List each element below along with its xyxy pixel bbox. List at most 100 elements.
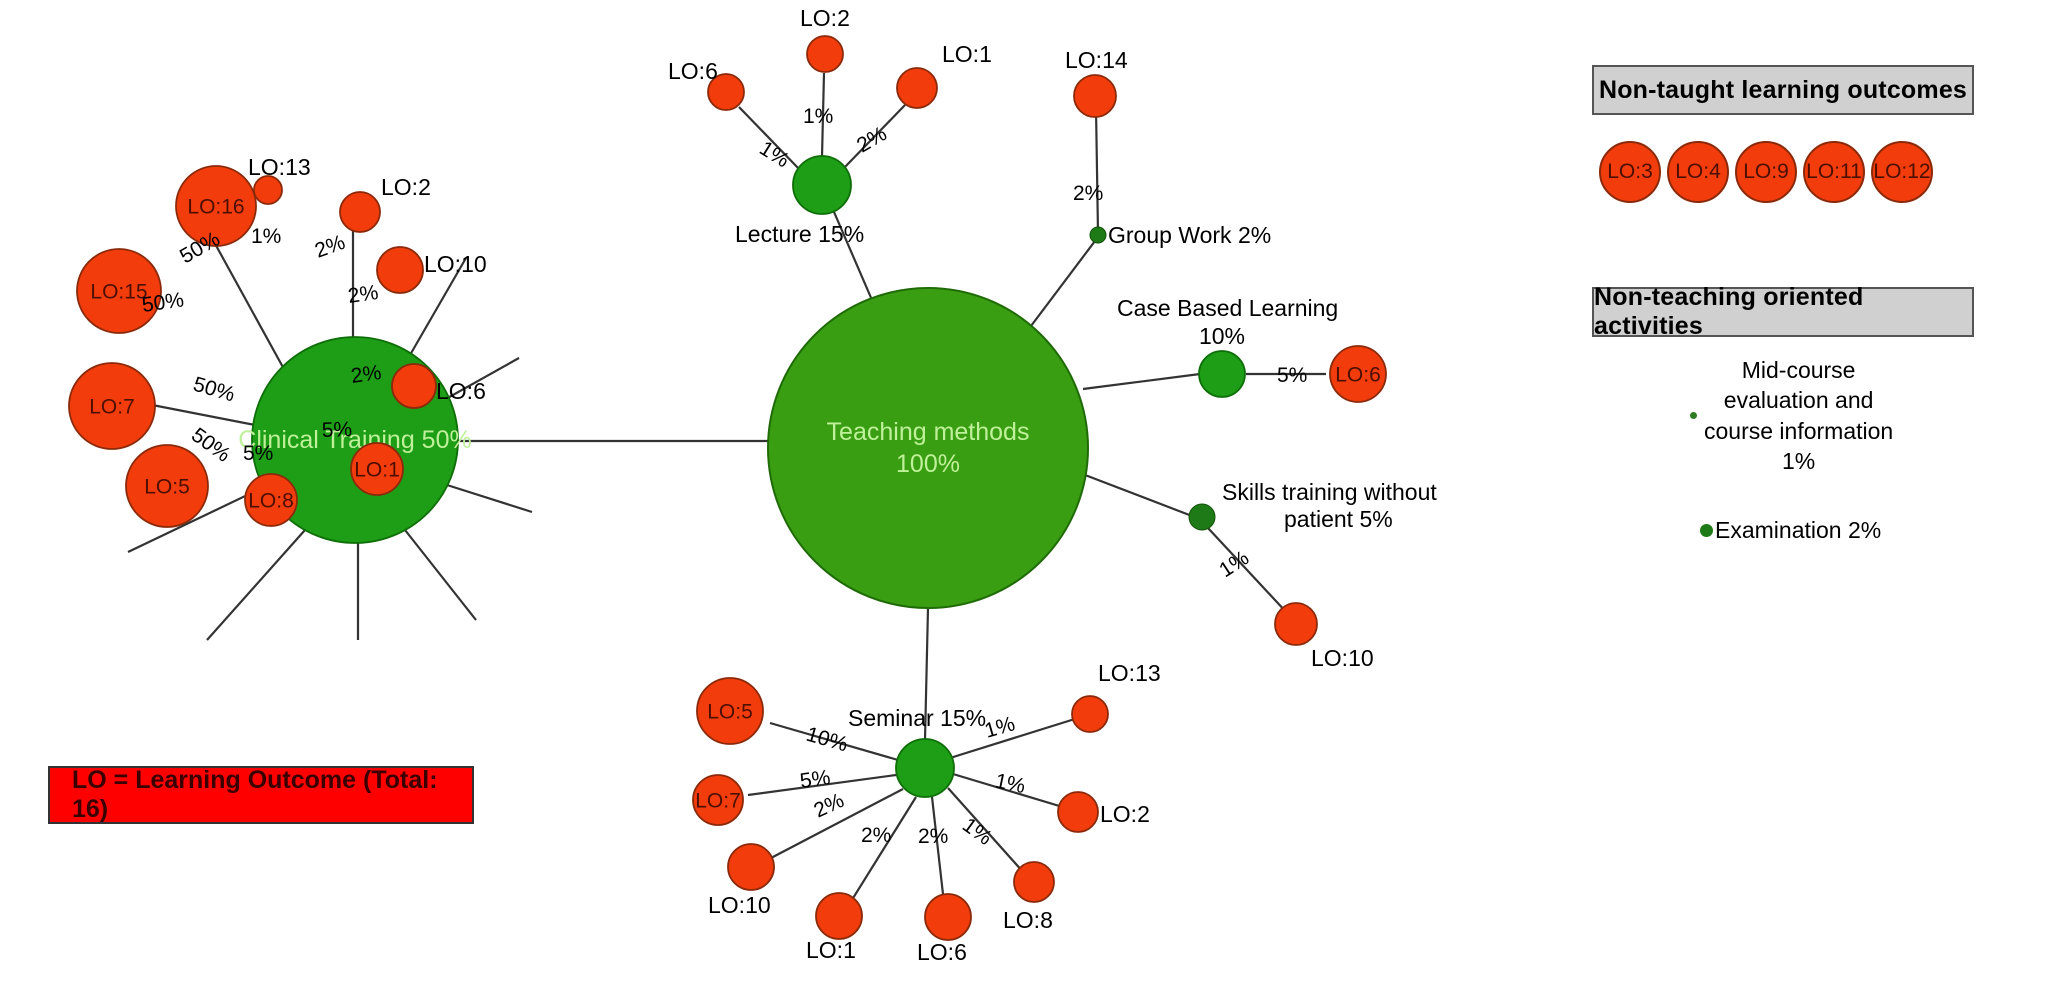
node-seminar[interactable] [895,738,955,798]
seminar-label: Seminar 15% [848,705,986,731]
lo-node-seminar-1[interactable] [815,892,863,940]
pct-cbl-lo6: 5% [1277,364,1307,387]
edge-seminar-lo8 [947,787,1025,874]
lo-node-clinical-2[interactable] [339,191,381,233]
edge-lecture-lo1 [843,104,906,169]
legend-lo-chip-12[interactable]: LO:12 [1871,141,1933,203]
lecture-edges [738,72,906,171]
lo-node-clinical-10-label: LO:10 [424,251,487,277]
edge-lecture-lo2 [820,72,826,158]
edge-seminar-lo10 [770,788,904,859]
seminar-edges [747,716,1079,904]
node-teaching-methods-hub[interactable] [767,287,1089,609]
lo-node-clinical-16[interactable] [175,165,257,247]
lecture-label: Lecture 15% [735,221,864,247]
edge-clinical-lo15 [141,401,256,427]
edge-clinical-lo7 [127,487,263,553]
edge-seminar-lo2 [952,772,1067,810]
edge-hub-skills [1071,468,1193,518]
node-lecture[interactable] [792,155,852,215]
lo-node-seminar-7[interactable] [692,774,744,826]
lo-node-clinical-6-label: LO:6 [436,378,486,404]
hub-label-line2: 100% [896,450,960,478]
node-group-work[interactable] [1089,226,1107,244]
lo-node-lecture-2[interactable] [806,35,844,73]
lo-node-lecture-1[interactable] [896,67,938,109]
lo-node-seminar-13[interactable] [1071,695,1109,733]
midcourse-line1: Mid-course [1741,357,1856,383]
clinical-edges [127,212,533,641]
legend-lo-chip-3[interactable]: LO:3 [1599,141,1661,203]
lo-key-label: LO = Learning Outcome (Total: 16) [72,766,438,823]
pct-clinical-lo8: 5% [243,442,273,465]
pct-seminar-lo1: 2% [861,824,891,847]
pct-clinical-lo15: 50% [140,288,185,317]
lo-node-groupwork-14-label: LO:14 [1065,47,1128,73]
pct-lecture-lo6: 1% [755,137,793,173]
pct-seminar-lo5: 10% [804,723,851,757]
lo-node-seminar-10-label: LO:10 [708,892,771,918]
pct-seminar-lo8: 1% [958,813,996,849]
small-green-dot-icon [1690,412,1697,420]
legend-non-teaching-title: Non-teaching oriented activities [1594,283,1864,340]
lo-node-seminar-1-label: LO:1 [806,937,856,963]
lo-node-cbl-6-label: LO:6 [1335,364,1381,387]
lo-node-clinical-2-label: LO:2 [381,174,431,200]
midcourse-line3: course information [1704,417,1894,444]
group-work-label: Group Work 2% [1108,222,1271,248]
lo-node-clinical-10[interactable] [376,246,424,294]
lo-node-lecture-6-label: LO:6 [668,58,718,84]
legend-activity-midcourse-text: Mid-course evaluation and course informa… [1704,355,1893,476]
legend-non-taught-circles: LO:3 LO:4 LO:9 LO:11 LO:12 [1599,141,1933,203]
legend-activity-midcourse: Mid-course evaluation and course informa… [1690,355,1920,476]
lo-node-seminar-6[interactable] [924,893,972,941]
lo-node-clinical-8[interactable] [244,473,298,527]
lo-node-seminar-2[interactable] [1057,791,1099,833]
lo-node-clinical-7-label: LO:7 [89,396,135,419]
lo-node-clinical-15[interactable] [76,248,162,334]
lo-node-seminar-10[interactable] [727,843,775,891]
lo-node-seminar-13-label: LO:13 [1098,660,1161,686]
edge-seminar-lo5 [769,721,899,762]
legend-lo-chip-9[interactable]: LO:9 [1735,141,1797,203]
node-case-based-learning[interactable] [1198,350,1246,398]
pct-clinical-lo10: 2% [346,281,379,308]
pct-clinical-lo6: 2% [349,361,382,388]
lo-node-cbl-6[interactable] [1329,345,1387,403]
lo-node-clinical-7[interactable] [68,362,156,450]
lo-node-lecture-6[interactable] [707,73,745,111]
pct-clinical-lo13: 1% [251,225,281,248]
legend-non-taught-title: Non-taught learning outcomes [1598,75,1968,104]
node-skills-training[interactable] [1188,503,1216,531]
cbl-label-line1: Case Based Learning [1117,295,1338,321]
pct-groupwork-lo14: 2% [1073,182,1103,205]
lo-node-seminar-5-label: LO:5 [707,701,753,724]
lo-node-groupwork-14[interactable] [1073,74,1117,118]
lo-node-seminar-5[interactable] [696,677,764,745]
lo-node-clinical-13[interactable] [253,175,283,205]
legend-lo-chip-11[interactable]: LO:11 [1803,141,1865,203]
lo-node-clinical-1[interactable] [350,442,404,496]
midcourse-line2: evaluation and [1723,387,1874,414]
lo-node-clinical-5[interactable] [125,444,209,528]
legend-lo-chip-4[interactable]: LO:4 [1667,141,1729,203]
edge-skills-lo10 [1207,527,1289,615]
lo-node-seminar-8-label: LO:8 [1003,907,1053,933]
lo-node-clinical-1-label: LO:1 [354,459,400,482]
lo-node-skills-10[interactable] [1274,602,1318,646]
lo-node-seminar-7-label: LO:7 [695,790,741,813]
pct-seminar-lo10: 2% [810,789,847,823]
medium-green-dot-icon [1700,524,1713,537]
edge-hub-groupwork [1027,236,1099,331]
pct-lecture-lo2: 1% [803,105,833,128]
lo-node-seminar-8[interactable] [1013,861,1055,903]
midcourse-line4: 1% [1781,448,1816,475]
edge-clinical-lo5 [206,529,306,641]
pct-seminar-lo2: 1% [993,769,1027,798]
lo-node-clinical-5-label: LO:5 [144,476,190,499]
legend-non-teaching-header: Non-teaching oriented activities [1592,283,1974,340]
lo-node-clinical-6[interactable] [391,363,437,409]
lo-node-seminar-6-label: LO:6 [917,939,967,965]
skills-label-line1: Skills training without [1222,479,1437,505]
lo-node-seminar-2-label: LO:2 [1100,801,1150,827]
